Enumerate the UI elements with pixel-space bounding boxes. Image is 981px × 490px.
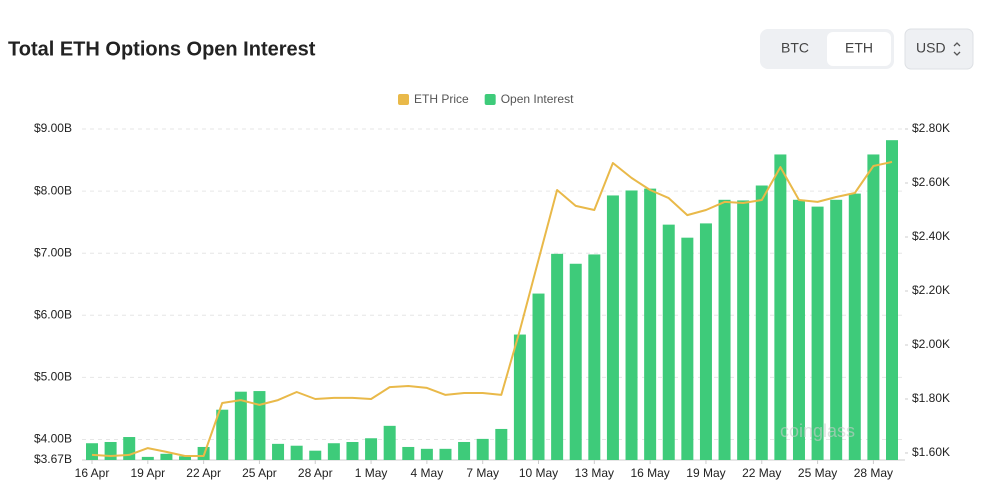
- bar: [327, 443, 340, 460]
- legend-label: Open Interest: [501, 92, 574, 106]
- bar: [811, 206, 824, 460]
- bar: [774, 154, 787, 460]
- bar: [644, 188, 657, 461]
- chart-title: Total ETH Options Open Interest: [8, 38, 316, 60]
- y2-tick-label: $1.60K: [912, 445, 950, 459]
- y-tick-label: $3.67B: [34, 452, 72, 466]
- bar: [290, 445, 303, 460]
- legend-swatch: [484, 94, 496, 105]
- x-tick-label: 28 May: [854, 466, 893, 480]
- bar: [458, 441, 471, 460]
- bar: [160, 453, 173, 460]
- x-tick-label: 19 May: [686, 466, 725, 480]
- y2-tick-label: $1.80K: [912, 391, 950, 405]
- x-tick-label: 16 May: [630, 466, 669, 480]
- y-tick-label: $9.00B: [34, 121, 72, 135]
- bar: [886, 140, 898, 461]
- bar: [699, 223, 712, 460]
- bar: [867, 154, 880, 460]
- bar: [551, 253, 564, 460]
- bar: [718, 199, 731, 460]
- tab[interactable]: ETH: [845, 40, 873, 56]
- bar: [216, 409, 229, 460]
- watermark: coinglass: [780, 421, 855, 441]
- bar: [495, 428, 508, 460]
- x-tick-label: 28 Apr: [298, 466, 333, 480]
- select-arrow: [953, 42, 961, 56]
- y-tick-label: $6.00B: [34, 307, 72, 321]
- price-line: [91, 160, 893, 457]
- bar: [625, 190, 638, 461]
- x-tick-label: 22 May: [742, 466, 781, 480]
- bar: [365, 438, 378, 460]
- bar: [513, 334, 526, 460]
- bar: [104, 441, 117, 460]
- x-tick-label: 13 May: [575, 466, 614, 480]
- bar: [253, 391, 266, 460]
- x-tick-label: 19 Apr: [130, 466, 165, 480]
- bar: [737, 200, 750, 460]
- currency-label: USD: [916, 40, 946, 56]
- y-tick-label: $8.00B: [34, 183, 72, 197]
- bar: [662, 224, 675, 460]
- y-tick-label: $7.00B: [34, 245, 72, 259]
- x-tick-label: 25 Apr: [242, 466, 277, 480]
- bar: [272, 443, 285, 460]
- bar: [532, 293, 545, 460]
- bar: [123, 437, 136, 460]
- x-tick-label: 10 May: [519, 466, 558, 480]
- bar: [681, 237, 694, 460]
- bar: [179, 456, 192, 460]
- currency-select[interactable]: [904, 28, 974, 70]
- bar: [402, 446, 415, 460]
- bar: [755, 185, 768, 460]
- bar: [569, 263, 582, 460]
- y2-tick-label: $2.60K: [912, 175, 950, 189]
- bar: [420, 448, 433, 460]
- bar: [383, 425, 396, 460]
- bar: [476, 438, 489, 460]
- y2-tick-label: $2.40K: [912, 229, 950, 243]
- x-tick-label: 7 May: [466, 466, 499, 480]
- bar: [86, 443, 98, 460]
- bar: [848, 193, 861, 460]
- y2-tick-label: $2.20K: [912, 283, 950, 297]
- bar: [830, 199, 843, 460]
- x-tick-label: 1 May: [355, 466, 388, 480]
- bar: [346, 441, 359, 460]
- y2-tick-label: $2.00K: [912, 337, 950, 351]
- legend-label: ETH Price: [414, 92, 469, 106]
- x-tick-label: 25 May: [798, 466, 837, 480]
- tab[interactable]: BTC: [781, 40, 809, 56]
- tab-active-bg: [827, 32, 891, 66]
- bar: [309, 450, 322, 460]
- bar: [141, 456, 154, 460]
- bar: [792, 199, 805, 460]
- x-tick-label: 16 Apr: [75, 466, 110, 480]
- bar: [588, 254, 601, 460]
- bar: [439, 448, 452, 460]
- y-tick-label: $4.00B: [34, 432, 72, 446]
- legend-swatch: [398, 94, 409, 105]
- x-tick-label: 4 May: [411, 466, 444, 480]
- bar: [234, 391, 247, 460]
- x-tick-label: 22 Apr: [186, 466, 221, 480]
- y-tick-label: $5.00B: [34, 370, 72, 384]
- bar: [606, 195, 619, 460]
- y2-tick-label: $2.80K: [912, 121, 950, 135]
